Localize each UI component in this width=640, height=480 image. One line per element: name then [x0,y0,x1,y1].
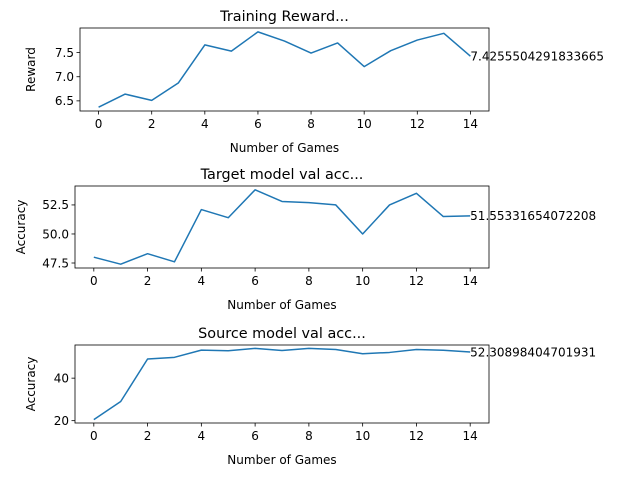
x-axis-label: Number of Games [230,141,339,155]
x-tick-label: 6 [254,117,262,131]
chart-title: Source model val acc... [198,326,366,342]
x-tick-label: 6 [251,429,259,443]
x-axis-label: Number of Games [227,298,336,312]
y-axis-label: Accuracy [24,357,38,412]
y-tick-label: 52.5 [42,198,69,212]
x-tick-label: 2 [148,117,156,131]
x-tick-label: 10 [355,429,370,443]
y-axis-label: Reward [24,47,38,92]
y-tick-label: 47.5 [42,256,69,270]
x-tick-label: 14 [463,274,478,288]
y-tick-label: 7.5 [55,46,74,60]
y-tick-label: 6.5 [55,94,74,108]
axes-frame [79,27,490,112]
series-line [98,31,471,108]
subplot-source-acc: Source model val acc... 0 2 4 6 8 10 12 14 20 40 Nu… [24,326,596,467]
x-tick-label: 4 [198,274,206,288]
y-axis-label: Accuracy [14,200,28,255]
subplot-reward: Training Reward... 0 2 4 6 8 10 12 14 6.5 7.0 7.5 Nu… [24,9,604,155]
chart-title: Training Reward... [219,9,349,25]
y-tick-label: 20 [54,414,69,428]
series-line [93,347,471,421]
x-tick-label: 8 [307,117,315,131]
x-tick-label: 8 [305,274,313,288]
axes-frame [74,344,490,424]
x-tick-label: 4 [198,429,206,443]
x-tick-label: 8 [305,429,313,443]
final-value-annotation: 51.55331654072208 [470,209,596,223]
axes-frame [74,185,490,269]
x-tick-label: 12 [410,117,425,131]
final-value-annotation: 7.4255504291833665 [470,50,604,64]
x-tick-label: 2 [144,274,152,288]
y-tick-label: 50.0 [42,227,69,241]
x-tick-label: 10 [355,274,370,288]
x-tick-label: 6 [251,274,259,288]
x-tick-label: 14 [463,429,478,443]
x-tick-label: 0 [90,429,98,443]
x-tick-label: 4 [201,117,209,131]
final-value-annotation: 52.30898404701931 [470,345,596,359]
x-tick-label: 12 [409,274,424,288]
y-tick-label: 7.0 [55,70,74,84]
series-line [93,189,471,265]
chart-title: Target model val acc... [200,167,364,183]
x-tick-label: 12 [409,429,424,443]
x-tick-label: 0 [90,274,98,288]
x-axis-label: Number of Games [227,453,336,467]
x-tick-label: 14 [463,117,478,131]
subplot-target-acc: Target model val acc... 0 2 4 6 8 10 12 14 47.5 50… [14,167,596,312]
y-tick-label: 40 [54,371,69,385]
x-tick-label: 2 [144,429,152,443]
x-tick-label: 10 [357,117,372,131]
x-tick-label: 0 [95,117,103,131]
